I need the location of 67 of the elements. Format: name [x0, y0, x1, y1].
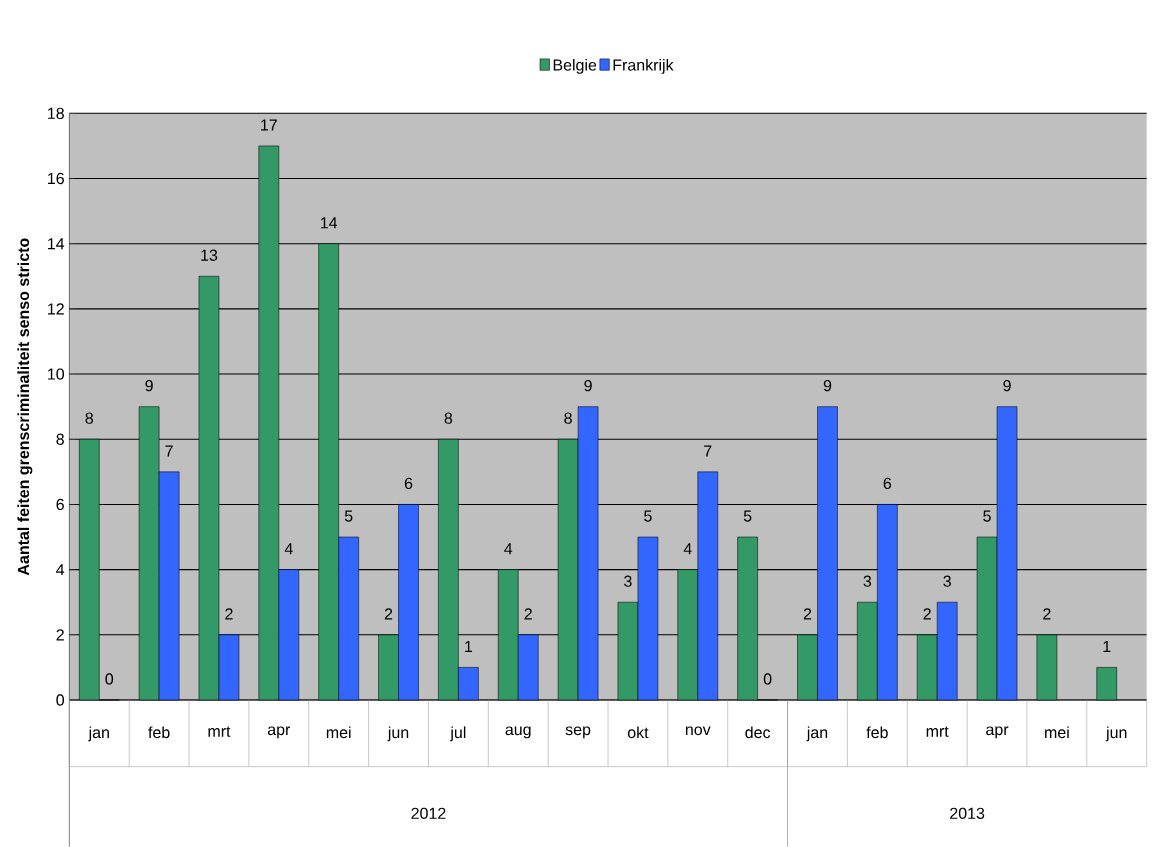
- y-tick-label: 10: [48, 368, 65, 380]
- data-label: 5: [344, 510, 353, 522]
- x-tick-label: sep: [565, 726, 591, 739]
- y-tick-label: 0: [56, 694, 65, 706]
- data-label: 2: [923, 608, 931, 620]
- data-label: 3: [943, 575, 951, 587]
- x-tick-label: jun: [387, 726, 409, 742]
- data-label: 5: [644, 510, 652, 522]
- x-tick-label: aug: [505, 726, 531, 739]
- data-label: 8: [85, 412, 94, 425]
- data-label: 1: [1103, 641, 1111, 653]
- x-tick-label: mei: [326, 726, 351, 739]
- x-tick-label: jun: [1105, 726, 1127, 742]
- x-tick-label: mrt: [208, 726, 231, 738]
- data-label: 7: [704, 445, 712, 457]
- data-label: 1: [465, 641, 473, 653]
- data-label: 13: [201, 249, 218, 262]
- y-tick-label: 2: [56, 629, 64, 641]
- data-label: 5: [983, 510, 991, 522]
- data-label: 9: [823, 380, 832, 392]
- y-tick-label: 14: [48, 238, 65, 250]
- y-tick-label: 12: [48, 303, 64, 315]
- data-label: 17: [261, 119, 277, 131]
- data-label: 2: [1043, 608, 1051, 620]
- x-tick-label: jan: [88, 726, 109, 742]
- x-tick-label: jan: [806, 726, 828, 742]
- data-label: 2: [803, 608, 812, 620]
- x-tick-label: jul: [449, 726, 466, 742]
- x-tick-label: feb: [866, 726, 888, 739]
- data-label: 0: [763, 673, 772, 685]
- data-label: 2: [384, 608, 393, 620]
- x-tick-label: mrt: [926, 726, 949, 738]
- x-tick-label: feb: [148, 726, 170, 739]
- y-tick-label: 6: [56, 498, 64, 511]
- data-label: 9: [584, 380, 592, 392]
- y-axis-title: Aantal feiten grenscriminaliteit senso stricto: [17, 238, 33, 576]
- data-label: 4: [284, 543, 293, 555]
- y-tick-label: 16: [48, 173, 64, 185]
- data-label: 4: [683, 543, 692, 555]
- data-label: 9: [145, 380, 153, 392]
- x-tick-label: nov: [685, 726, 711, 736]
- y-tick-label: 8: [56, 433, 64, 446]
- data-label: 6: [883, 477, 892, 490]
- data-label: 8: [564, 412, 572, 425]
- data-label: 9: [1003, 380, 1011, 392]
- text: 2012: [411, 807, 446, 820]
- x-tick-label: apr: [267, 726, 291, 739]
- data-label: 8: [444, 412, 453, 425]
- data-label: 6: [404, 477, 413, 490]
- data-label: 5: [743, 510, 752, 522]
- text: 2013: [950, 807, 985, 820]
- data-label: 14: [320, 217, 338, 229]
- x-tick-label: mei: [1045, 726, 1069, 739]
- x-tick-label: apr: [986, 726, 1009, 739]
- data-label: 3: [863, 575, 872, 587]
- legend-label: Frankrijk: [613, 59, 674, 75]
- x-tick-label: okt: [627, 726, 649, 739]
- data-label: 2: [524, 608, 532, 620]
- data-label: 0: [105, 673, 114, 685]
- y-tick-label: 18: [48, 107, 64, 120]
- data-label: 4: [504, 543, 513, 555]
- x-tick-label: dec: [745, 726, 771, 739]
- data-label: 3: [624, 575, 632, 587]
- data-label: 7: [165, 445, 173, 457]
- y-tick-label: 4: [56, 564, 65, 576]
- legend-label: Belgie: [553, 59, 597, 75]
- data-label: 2: [225, 608, 233, 620]
